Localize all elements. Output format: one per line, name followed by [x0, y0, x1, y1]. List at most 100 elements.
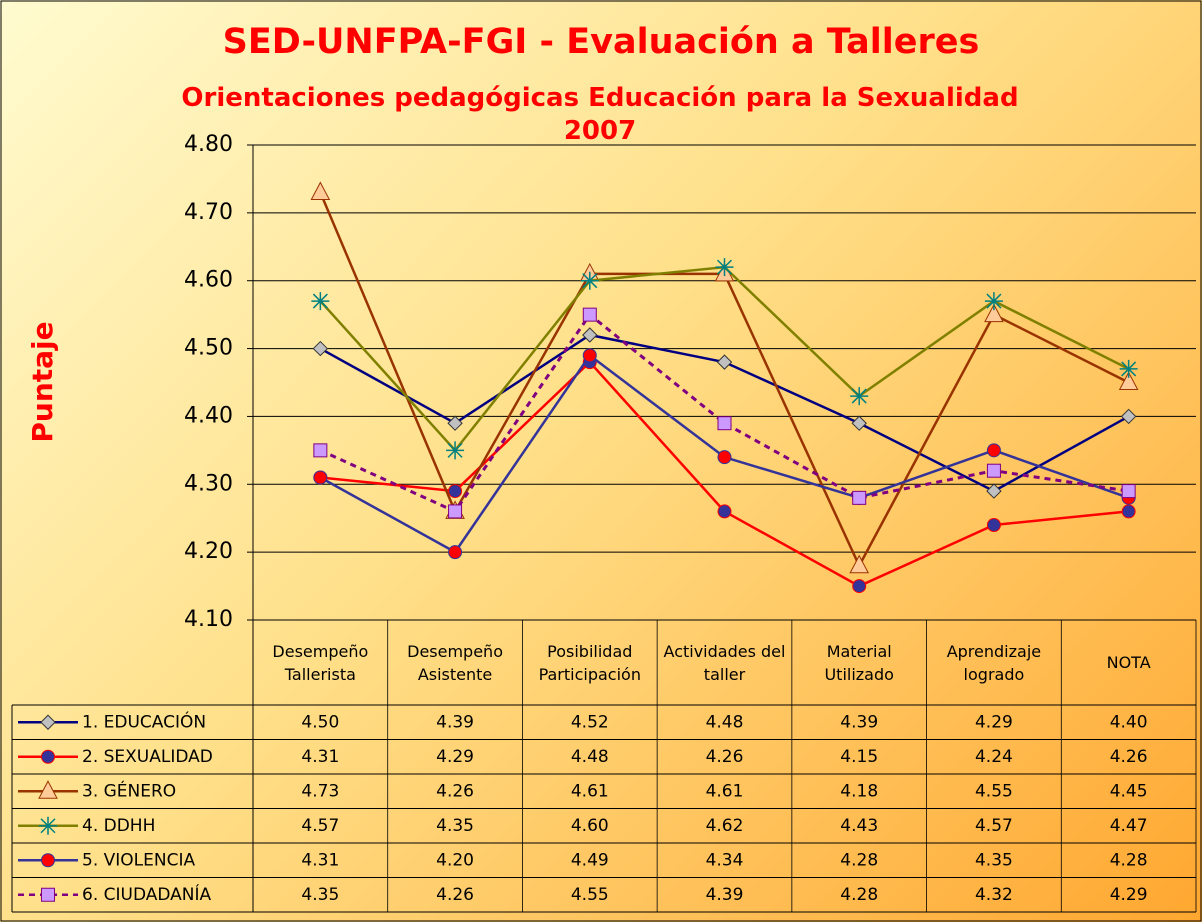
x-tick-label: NOTA — [1106, 653, 1151, 672]
table-value: 4.48 — [706, 712, 744, 732]
marker — [850, 387, 869, 406]
marker — [448, 504, 463, 519]
marker — [1121, 504, 1136, 519]
table-value: 4.20 — [436, 850, 474, 870]
legend-label: 5. VIOLENCIA — [82, 850, 195, 870]
marker — [986, 443, 1001, 458]
table-value: 4.47 — [1110, 816, 1148, 836]
y-axis-label: Puntaje — [26, 321, 59, 442]
legend-key — [18, 714, 78, 730]
marker — [38, 780, 58, 799]
table-value: 4.34 — [706, 850, 744, 870]
marker — [986, 463, 1001, 478]
table-value: 4.39 — [706, 885, 744, 905]
legend-label: 1. EDUCACIÓN — [82, 710, 206, 732]
chart-subtitle: Orientaciones pedagógicas Educación para… — [181, 83, 1019, 146]
table-value: 4.73 — [301, 781, 339, 801]
table-value: 4.49 — [571, 850, 609, 870]
table-value: 4.35 — [975, 850, 1013, 870]
marker — [41, 887, 55, 902]
legend-label: 4. DDHH — [82, 816, 155, 836]
table-value: 4.40 — [1110, 712, 1148, 732]
marker — [717, 416, 732, 431]
table-value: 4.31 — [301, 850, 339, 870]
marker — [39, 816, 57, 835]
marker — [984, 303, 1004, 323]
x-tick-label: Posibilidad Participación — [538, 641, 641, 684]
marker — [580, 271, 599, 290]
table-value: 4.62 — [706, 816, 744, 836]
legend-key — [18, 853, 78, 868]
series — [313, 348, 1136, 560]
marker — [448, 484, 463, 499]
y-tick-label: 4.60 — [184, 268, 233, 293]
table-value: 4.43 — [840, 816, 878, 836]
marker — [984, 292, 1003, 311]
marker — [852, 490, 867, 505]
legend-key — [18, 816, 78, 835]
table-value: 4.57 — [975, 816, 1013, 836]
table-value: 4.35 — [301, 885, 339, 905]
marker — [852, 579, 867, 594]
table-value: 4.26 — [706, 747, 744, 767]
x-tick-label: Aprendizaje logrado — [946, 641, 1042, 684]
legend-label: 2. SEXUALIDAD — [82, 747, 213, 767]
marker — [849, 554, 870, 574]
marker — [986, 518, 1001, 532]
table-value: 4.28 — [840, 885, 878, 905]
table-value: 4.55 — [975, 781, 1013, 801]
legend-key — [18, 780, 78, 799]
marker — [311, 292, 330, 311]
legend-key — [18, 749, 78, 764]
marker — [715, 258, 734, 277]
table-value: 4.50 — [301, 712, 339, 732]
marker — [448, 545, 463, 560]
marker — [582, 348, 597, 363]
marker — [447, 415, 463, 431]
marker — [582, 327, 598, 343]
series — [312, 327, 1137, 499]
y-tick-label: 4.70 — [184, 200, 233, 225]
y-tick-label: 4.40 — [184, 403, 233, 428]
marker — [446, 441, 465, 460]
table-value: 4.29 — [436, 747, 474, 767]
chart-title: SED-UNFPA-FGI - Evaluación a Talleres — [222, 22, 980, 62]
table-value: 4.18 — [840, 781, 878, 801]
y-tick-label: 4.30 — [184, 471, 233, 496]
x-tick-label: Desempeño Asistente — [407, 641, 503, 684]
table-value: 4.28 — [1110, 850, 1148, 870]
marker — [40, 714, 56, 730]
marker — [582, 307, 597, 322]
marker — [717, 450, 732, 465]
table-value: 4.26 — [1110, 747, 1148, 767]
marker — [716, 354, 733, 370]
marker — [41, 853, 55, 868]
y-tick-label: 4.50 — [184, 336, 233, 361]
y-tick-label: 4.20 — [184, 539, 233, 564]
series — [313, 307, 1136, 519]
table-value: 4.28 — [840, 850, 878, 870]
marker — [313, 443, 328, 458]
marker — [1120, 408, 1137, 425]
series — [311, 258, 1138, 460]
table-value: 4.57 — [301, 816, 339, 836]
marker — [1118, 371, 1139, 390]
table-value: 4.52 — [571, 712, 609, 732]
table-value: 4.61 — [571, 781, 609, 801]
legend-label: 6. CIUDADANÍA — [82, 883, 212, 905]
marker — [851, 415, 867, 431]
table-value: 4.26 — [436, 781, 474, 801]
x-tick-label: Desempeño Tallerista — [272, 641, 369, 684]
table-value: 4.48 — [571, 747, 609, 767]
table-value: 4.60 — [571, 816, 609, 836]
marker — [986, 483, 1002, 499]
table-value: 4.45 — [1110, 781, 1148, 801]
marker — [1121, 484, 1136, 499]
marker — [41, 749, 55, 764]
marker — [310, 181, 331, 200]
x-tick-label: Material Utilizado — [824, 641, 894, 684]
table-value: 4.32 — [975, 885, 1013, 905]
